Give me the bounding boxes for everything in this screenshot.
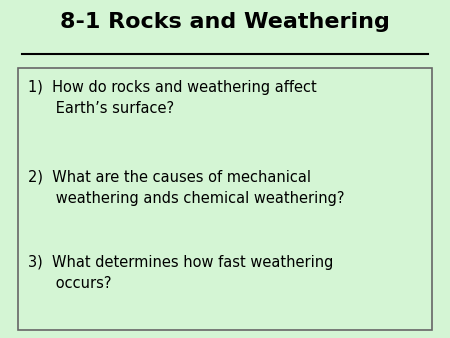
Text: 1)  How do rocks and weathering affect
      Earth’s surface?: 1) How do rocks and weathering affect Ea… [28, 80, 317, 116]
Text: 3)  What determines how fast weathering
      occurs?: 3) What determines how fast weathering o… [28, 255, 333, 291]
Text: 2)  What are the causes of mechanical
      weathering ands chemical weathering?: 2) What are the causes of mechanical wea… [28, 170, 345, 206]
Bar [18, 68, 432, 330]
Text: 8-1 Rocks and Weathering: 8-1 Rocks and Weathering [60, 12, 390, 32]
